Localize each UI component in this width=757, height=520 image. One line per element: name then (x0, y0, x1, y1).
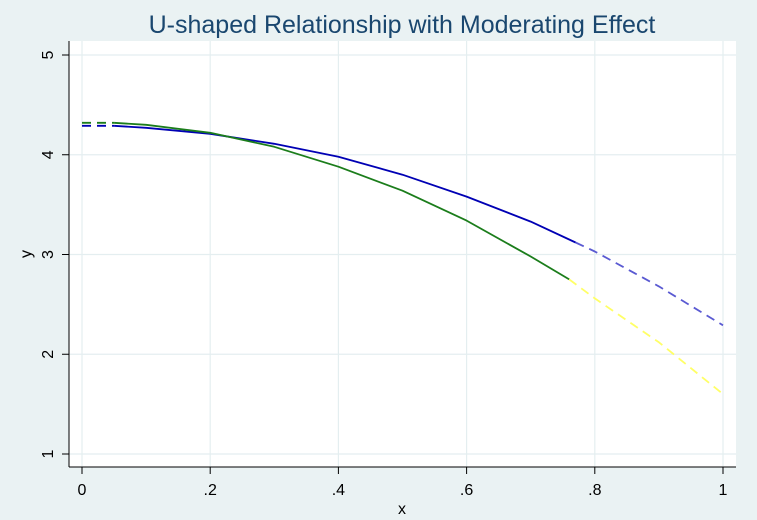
y-tick-label: 2 (40, 350, 57, 359)
x-tick-label: .2 (204, 482, 217, 499)
series-lines (82, 121, 724, 395)
x-tick-label: 0 (78, 482, 87, 499)
y-tick-label: 1 (40, 449, 57, 458)
x-tick-label: 1 (719, 482, 728, 499)
y-tick-label: 3 (40, 250, 57, 259)
series-1-solid-segment (114, 124, 576, 244)
series-2-solid-segment (114, 121, 570, 281)
y-tick-label: 5 (40, 50, 57, 59)
y-axis-label: y (18, 250, 35, 258)
x-tick-label: .6 (460, 482, 473, 499)
x-tick-label: .8 (588, 482, 601, 499)
y-tick-label: 4 (40, 150, 57, 159)
x-tick-label: .4 (332, 482, 345, 499)
chart-title: U-shaped Relationship with Moderating Ef… (149, 11, 656, 39)
axes: 0 .2 .4 .6 .8 1 1 2 3 4 5 (40, 41, 736, 499)
series-2-dashed-segment (568, 278, 724, 395)
x-axis-label: x (398, 501, 406, 518)
grid (69, 41, 736, 467)
